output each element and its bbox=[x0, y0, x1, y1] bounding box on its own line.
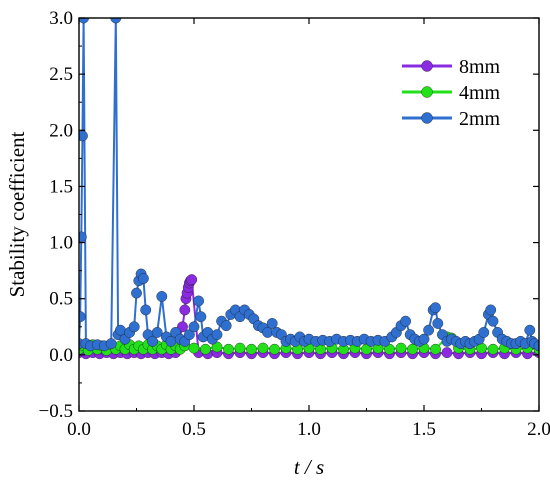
x-tick-label: 1.5 bbox=[412, 419, 436, 440]
data-point-2mm bbox=[115, 324, 126, 336]
data-point-2mm bbox=[220, 320, 232, 332]
data-point-2mm bbox=[485, 304, 497, 316]
x-axis-title: t / s bbox=[294, 455, 324, 479]
data-point-2mm bbox=[110, 18, 122, 24]
data-point-2mm bbox=[140, 304, 152, 316]
data-point-2mm bbox=[156, 291, 168, 302]
legend-marker-8mm bbox=[421, 60, 433, 72]
data-point-8mm bbox=[441, 347, 453, 359]
data-point-4mm bbox=[223, 343, 234, 355]
data-point-2mm bbox=[79, 231, 87, 243]
data-point-2mm bbox=[400, 315, 411, 327]
data-point-4mm bbox=[487, 343, 499, 355]
data-point-2mm bbox=[430, 302, 441, 314]
data-point-2mm bbox=[423, 324, 434, 336]
data-point-8mm bbox=[179, 304, 191, 316]
data-point-4mm bbox=[395, 342, 407, 354]
data-point-2mm bbox=[128, 321, 140, 333]
data-point-2mm bbox=[165, 335, 177, 347]
data-point-2mm bbox=[193, 295, 205, 307]
data-point-2mm bbox=[79, 18, 89, 24]
data-point-2mm bbox=[262, 326, 273, 338]
data-point-2mm bbox=[195, 311, 207, 323]
data-point-2mm bbox=[418, 333, 430, 345]
y-tick-label: 2.0 bbox=[49, 120, 73, 141]
y-tick-label: 1.0 bbox=[49, 233, 73, 254]
data-point-4mm bbox=[234, 342, 246, 354]
data-point-2mm bbox=[137, 273, 149, 284]
x-tick-label: 2.0 bbox=[527, 419, 550, 440]
legend-label-4mm: 4mm bbox=[459, 82, 501, 104]
data-point-2mm bbox=[147, 335, 159, 347]
data-point-2mm bbox=[524, 324, 536, 336]
data-point-2mm bbox=[105, 338, 117, 350]
legend-marker-2mm bbox=[421, 112, 433, 124]
x-tick-label: 0.5 bbox=[182, 419, 206, 440]
y-axis-title: Stability coefficient bbox=[5, 131, 29, 297]
legend-marker-4mm bbox=[421, 86, 433, 98]
data-point-4mm bbox=[246, 343, 257, 355]
y-tick-label: 3.0 bbox=[49, 8, 73, 29]
data-point-2mm bbox=[487, 315, 499, 327]
data-point-4mm bbox=[269, 343, 280, 355]
data-point-4mm bbox=[257, 342, 269, 354]
y-tick-label: 0.5 bbox=[49, 289, 73, 310]
data-point-8mm bbox=[186, 274, 198, 286]
legend-label-2mm: 2mm bbox=[459, 108, 501, 130]
y-tick-label: 0.0 bbox=[49, 345, 73, 366]
legend: 8mm 4mm 2mm bbox=[402, 56, 501, 130]
legend-label-8mm: 8mm bbox=[459, 56, 501, 78]
data-point-4mm bbox=[430, 343, 441, 355]
y-tick-label: −0.5 bbox=[39, 401, 73, 422]
data-point-4mm bbox=[407, 343, 418, 355]
data-point-2mm bbox=[131, 287, 142, 299]
x-tick-label: 0.0 bbox=[67, 419, 91, 440]
data-point-2mm bbox=[478, 326, 490, 338]
data-point-2mm bbox=[151, 326, 163, 338]
data-point-2mm bbox=[266, 318, 278, 329]
data-point-2mm bbox=[432, 318, 444, 329]
data-point-4mm bbox=[188, 342, 200, 354]
series-2mm bbox=[79, 18, 539, 352]
data-point-2mm bbox=[79, 311, 86, 323]
x-tick-label: 1.0 bbox=[297, 419, 321, 440]
y-tick-label: 1.5 bbox=[49, 176, 73, 197]
data-point-4mm bbox=[200, 343, 211, 355]
y-tick-label: 2.5 bbox=[49, 64, 73, 85]
data-point-2mm bbox=[188, 321, 200, 333]
data-point-2mm bbox=[211, 329, 223, 341]
